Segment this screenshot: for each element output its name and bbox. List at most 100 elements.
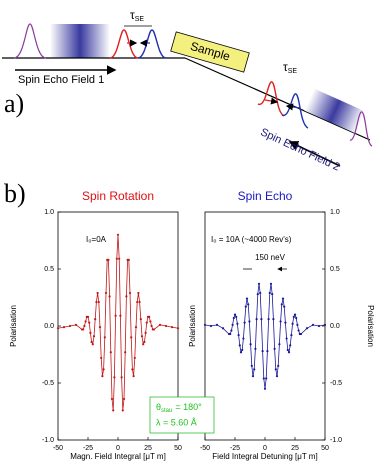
- annotation: I₀ = 10A (~4000 Rev's): [211, 235, 292, 244]
- data-point: [221, 327, 225, 330]
- sample: [170, 31, 250, 73]
- data-point: [124, 351, 127, 354]
- x-axis-label: Magn. Field Integral [μT m]: [70, 452, 166, 461]
- y-tick-label: 0.5: [44, 266, 54, 273]
- data-line: [57, 234, 179, 411]
- data-point: [108, 295, 111, 298]
- data-point: [241, 348, 244, 352]
- wave-packet: [281, 93, 309, 129]
- data-point: [230, 329, 233, 332]
- data-point: [122, 397, 126, 401]
- y-tick-label: 1.0: [44, 209, 54, 216]
- data-point: [127, 258, 130, 261]
- data-point: [121, 409, 124, 412]
- x-tick-label: 50: [321, 445, 329, 452]
- data-point: [297, 329, 300, 332]
- data-point: [289, 344, 292, 347]
- wave-packet: [349, 111, 373, 147]
- x-tick-label: 0: [116, 445, 120, 452]
- data-point: [251, 375, 255, 378]
- x-tick-label: 50: [174, 445, 182, 452]
- data-point: [249, 343, 252, 346]
- tau-label: τSE: [283, 60, 297, 75]
- tau-sub: SE: [288, 68, 298, 75]
- data-point: [232, 316, 235, 320]
- data-point: [291, 322, 294, 325]
- data-point: [279, 320, 282, 323]
- field-label: Spin Echo Field 2: [258, 126, 341, 173]
- data-point: [120, 376, 123, 379]
- data-point: [98, 326, 102, 329]
- wave-packet: [109, 29, 139, 59]
- data-point: [144, 331, 147, 334]
- note-box: [149, 396, 215, 434]
- x-tick-label: -50: [53, 445, 63, 452]
- theta-sub: stau: [161, 408, 172, 414]
- theta-value: = 180°: [175, 402, 202, 412]
- data-point: [305, 327, 309, 330]
- data-point: [239, 351, 243, 354]
- data-point: [268, 291, 271, 295]
- data-point: [255, 318, 258, 321]
- data-point: [242, 337, 245, 340]
- y-tick-label: -0.5: [330, 380, 342, 387]
- arrow: [288, 141, 341, 167]
- data-point: [260, 318, 263, 321]
- panel-label: a): [4, 89, 24, 118]
- y-tick-label: -1.0: [42, 437, 54, 444]
- data-point: [299, 332, 303, 336]
- field-label: Spin Echo Field 1: [18, 74, 104, 86]
- data-point: [92, 335, 96, 338]
- note-line: θstau = 180°: [156, 402, 202, 413]
- data-line: [204, 283, 326, 389]
- data-point: [283, 305, 286, 308]
- data-point: [119, 314, 122, 317]
- field-region-2: [304, 88, 366, 134]
- data-point: [269, 282, 273, 285]
- data-point: [285, 337, 288, 340]
- data-point: [245, 297, 249, 300]
- data-point: [103, 336, 106, 339]
- data-point: [90, 340, 93, 344]
- data-point: [281, 297, 285, 300]
- data-point: [311, 323, 315, 326]
- data-point: [82, 328, 85, 331]
- data-point: [148, 315, 151, 318]
- data-point: [95, 300, 98, 304]
- data-point: [137, 291, 140, 295]
- data-point: [254, 347, 257, 350]
- tau-sub: SE: [135, 16, 145, 23]
- data-point: [263, 387, 267, 390]
- data-point: [231, 323, 234, 326]
- wave-packet: [13, 23, 47, 59]
- data-point: [136, 300, 139, 304]
- data-point: [125, 295, 128, 298]
- data-point: [83, 324, 86, 328]
- y-axis-label: Polarisation: [366, 305, 375, 347]
- data-point: [132, 375, 135, 378]
- data-point: [115, 257, 118, 260]
- data-point: [233, 313, 237, 316]
- data-point: [259, 291, 262, 295]
- tau: τ: [130, 8, 135, 22]
- data-point: [229, 332, 232, 336]
- data-point: [209, 324, 213, 328]
- data-point: [164, 324, 168, 328]
- data-point: [104, 291, 108, 295]
- data-point: [84, 320, 87, 323]
- data-point: [203, 323, 207, 326]
- data-point: [280, 303, 283, 306]
- data-point: [97, 300, 100, 304]
- chart-title: Spin Rotation: [82, 189, 154, 203]
- data-point: [317, 324, 321, 328]
- data-point: [152, 328, 156, 331]
- data-point: [293, 313, 297, 316]
- chart-title: Spin Echo: [238, 189, 293, 203]
- data-point: [287, 351, 291, 354]
- data-point: [292, 315, 295, 318]
- data-point: [158, 323, 162, 326]
- data-point: [56, 327, 60, 330]
- beam: [184, 57, 371, 141]
- x-tick-label: 0: [263, 445, 267, 452]
